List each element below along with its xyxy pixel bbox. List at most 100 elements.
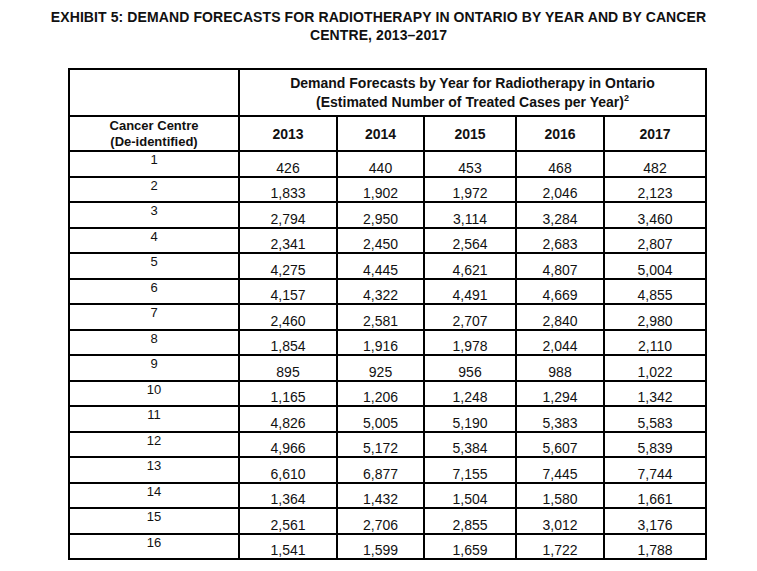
value-cell: 988	[516, 355, 604, 381]
centre-cell: 13	[69, 457, 239, 483]
value-cell: 7,445	[516, 457, 604, 483]
value-cell: 5,190	[424, 406, 516, 432]
value-cell: 1,833	[239, 177, 337, 203]
value-cell: 440	[337, 151, 424, 177]
value-cell: 4,855	[604, 279, 706, 305]
value-cell: 5,607	[516, 432, 604, 458]
value-cell: 2,706	[337, 508, 424, 534]
value-cell: 1,364	[239, 483, 337, 509]
exhibit-title: EXHIBIT 5: DEMAND FORECASTS FOR RADIOTHE…	[0, 8, 757, 44]
value-cell: 5,383	[516, 406, 604, 432]
value-cell: 2,123	[604, 177, 706, 203]
value-cell: 5,839	[604, 432, 706, 458]
value-cell: 2,840	[516, 304, 604, 330]
value-cell: 4,491	[424, 279, 516, 305]
value-cell: 1,432	[337, 483, 424, 509]
value-cell: 2,341	[239, 228, 337, 254]
table-row: 141,3641,4321,5041,5801,661	[69, 483, 706, 509]
footnote-marker: 2	[624, 93, 629, 103]
value-cell: 3,460	[604, 202, 706, 228]
value-cell: 426	[239, 151, 337, 177]
year-header-cell: 2015	[424, 116, 516, 151]
spanning-header-row: Demand Forecasts by Year for Radiotherap…	[69, 69, 706, 116]
value-cell: 2,044	[516, 330, 604, 356]
value-cell: 1,248	[424, 381, 516, 407]
value-cell: 1,504	[424, 483, 516, 509]
value-cell: 2,794	[239, 202, 337, 228]
value-cell: 1,902	[337, 177, 424, 203]
table-row: 64,1574,3224,4914,6694,855	[69, 279, 706, 305]
table-row: 114,8265,0055,1905,3835,583	[69, 406, 706, 432]
table-row: 54,2754,4454,6214,8075,004	[69, 253, 706, 279]
value-cell: 2,046	[516, 177, 604, 203]
centre-cell: 10	[69, 381, 239, 407]
value-cell: 2,564	[424, 228, 516, 254]
table-row: 101,1651,2061,2481,2941,342	[69, 381, 706, 407]
centre-cell: 5	[69, 253, 239, 279]
centre-cell: 14	[69, 483, 239, 509]
value-cell: 2,110	[604, 330, 706, 356]
row-header-line1: Cancer Centre	[70, 118, 238, 134]
value-cell: 2,460	[239, 304, 337, 330]
centre-cell: 6	[69, 279, 239, 305]
centre-cell: 2	[69, 177, 239, 203]
table-row: 81,8541,9161,9782,0442,110	[69, 330, 706, 356]
value-cell: 2,855	[424, 508, 516, 534]
value-cell: 4,445	[337, 253, 424, 279]
table-row: 136,6106,8777,1557,4457,744	[69, 457, 706, 483]
value-cell: 5,583	[604, 406, 706, 432]
row-header-line2: (De-identified)	[70, 134, 238, 150]
table-row: 42,3412,4502,5642,6832,807	[69, 228, 706, 254]
table-body: 142644045346848221,8331,9021,9722,0462,1…	[69, 151, 706, 559]
value-cell: 1,206	[337, 381, 424, 407]
table-row: 98959259569881,022	[69, 355, 706, 381]
value-cell: 1,294	[516, 381, 604, 407]
value-cell: 4,807	[516, 253, 604, 279]
value-cell: 2,581	[337, 304, 424, 330]
row-header-cancer-centre: Cancer Centre (De-identified)	[69, 116, 239, 151]
exhibit-title-line1: EXHIBIT 5: DEMAND FORECASTS FOR RADIOTHE…	[0, 8, 757, 26]
value-cell: 1,165	[239, 381, 337, 407]
centre-cell: 4	[69, 228, 239, 254]
value-cell: 1,916	[337, 330, 424, 356]
centre-cell: 1	[69, 151, 239, 177]
value-cell: 925	[337, 355, 424, 381]
value-cell: 1,659	[424, 534, 516, 560]
value-cell: 5,384	[424, 432, 516, 458]
value-cell: 1,722	[516, 534, 604, 560]
year-header-cell: 2016	[516, 116, 604, 151]
value-cell: 1,661	[604, 483, 706, 509]
table-row: 161,5411,5991,6591,7221,788	[69, 534, 706, 560]
centre-cell: 11	[69, 406, 239, 432]
value-cell: 1,788	[604, 534, 706, 560]
value-cell: 895	[239, 355, 337, 381]
value-cell: 2,707	[424, 304, 516, 330]
centre-cell: 8	[69, 330, 239, 356]
value-cell: 7,744	[604, 457, 706, 483]
value-cell: 7,155	[424, 457, 516, 483]
column-header-row: Cancer Centre (De-identified) 2013 2014 …	[69, 116, 706, 151]
centre-cell: 12	[69, 432, 239, 458]
year-header-cell: 2017	[604, 116, 706, 151]
table-corner-spacer	[69, 69, 239, 116]
centre-cell: 9	[69, 355, 239, 381]
value-cell: 4,966	[239, 432, 337, 458]
table-spanning-header: Demand Forecasts by Year for Radiotherap…	[239, 69, 706, 116]
value-cell: 1,978	[424, 330, 516, 356]
table-row: 72,4602,5812,7072,8402,980	[69, 304, 706, 330]
year-header-cell: 2013	[239, 116, 337, 151]
value-cell: 1,541	[239, 534, 337, 560]
value-cell: 956	[424, 355, 516, 381]
centre-cell: 15	[69, 508, 239, 534]
table-row: 21,8331,9021,9722,0462,123	[69, 177, 706, 203]
spanning-header-line2: (Estimated Number of Treated Cases per Y…	[240, 93, 705, 112]
exhibit-title-line2: CENTRE, 2013–2017	[0, 26, 757, 44]
value-cell: 468	[516, 151, 604, 177]
value-cell: 482	[604, 151, 706, 177]
value-cell: 6,877	[337, 457, 424, 483]
value-cell: 2,450	[337, 228, 424, 254]
value-cell: 1,599	[337, 534, 424, 560]
value-cell: 4,275	[239, 253, 337, 279]
value-cell: 2,683	[516, 228, 604, 254]
value-cell: 4,322	[337, 279, 424, 305]
